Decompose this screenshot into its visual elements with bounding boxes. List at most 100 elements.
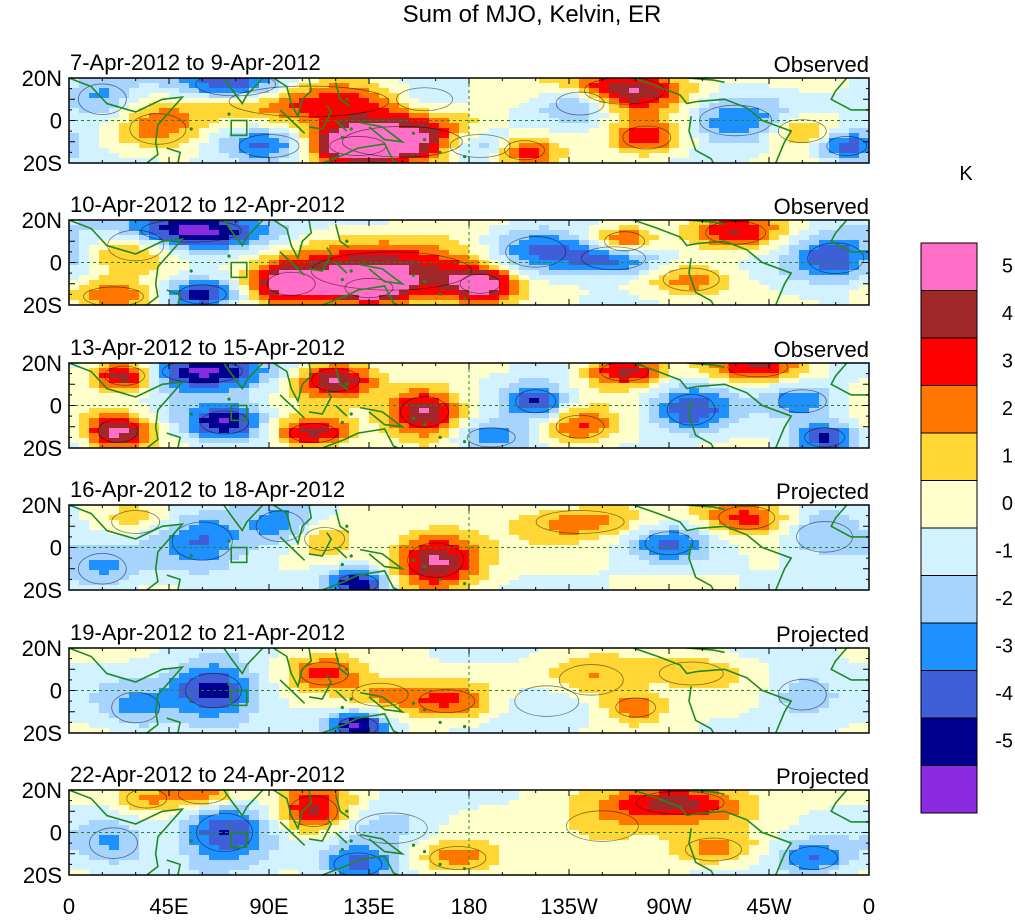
- coastline: [308, 675, 333, 700]
- contour: [584, 78, 665, 105]
- contour: [600, 363, 649, 382]
- panel-4: 20N 0 20S 16-Apr-2012 to 18-Apr-2012 Project…: [22, 477, 870, 603]
- island-dot: [462, 155, 467, 159]
- coastline: [633, 363, 699, 390]
- island-dot: [422, 708, 427, 712]
- contour: [89, 827, 138, 859]
- contour: [459, 273, 501, 294]
- colorbar-swatch: [920, 527, 978, 576]
- y-tick-label: 0: [50, 536, 62, 561]
- contour: [104, 365, 145, 386]
- colorbar-swatch: [920, 432, 978, 481]
- panel-status-label: Observed: [774, 337, 869, 362]
- coastline: [335, 404, 348, 417]
- coastline: [697, 383, 793, 448]
- island-dot: [345, 667, 349, 671]
- island-dot: [227, 112, 231, 116]
- contour: [604, 231, 645, 252]
- coastline: [688, 686, 715, 733]
- island-dot: [349, 839, 353, 843]
- contour: [161, 363, 243, 384]
- coastline: [830, 363, 869, 396]
- island-dot: [422, 850, 427, 854]
- island-dot: [227, 539, 231, 543]
- contour: [407, 542, 465, 578]
- coastline: [633, 648, 699, 675]
- colorbar-swatch: [920, 242, 978, 291]
- contour: [666, 394, 716, 426]
- y-tick-label: 20N: [22, 493, 62, 518]
- coastline: [195, 648, 264, 675]
- island-dot: [349, 697, 353, 701]
- coastline: [308, 247, 333, 272]
- coastline: [830, 505, 869, 538]
- contour: [718, 505, 776, 530]
- coastline: [69, 220, 185, 305]
- coastline: [633, 790, 699, 817]
- contour: [615, 697, 657, 718]
- coastline: [272, 363, 313, 404]
- coastline: [830, 790, 869, 823]
- contour: [341, 126, 463, 158]
- colorbar-label: -3: [995, 636, 1013, 658]
- colorbar-swatch: [920, 385, 978, 434]
- contour: [514, 685, 580, 717]
- coastline: [308, 390, 333, 415]
- contour: [658, 661, 724, 686]
- coastline-group: [69, 220, 869, 305]
- contour: [466, 427, 516, 448]
- island-dot: [340, 562, 344, 567]
- contour: [310, 251, 472, 291]
- contour: [555, 91, 605, 116]
- contour: [804, 427, 845, 448]
- colorbar-label: -2: [995, 588, 1013, 610]
- coastline: [334, 509, 350, 534]
- coastline: [697, 810, 793, 875]
- coastline: [272, 790, 313, 831]
- anomaly-field: [69, 78, 869, 163]
- island-dot: [345, 97, 349, 101]
- y-tick-label: 0: [50, 251, 62, 276]
- island-dot: [345, 382, 349, 386]
- coastline: [69, 505, 185, 590]
- x-tick-label: 90E: [249, 894, 288, 919]
- coastline: [322, 713, 399, 733]
- coastline: [308, 817, 333, 842]
- contour: [777, 389, 827, 414]
- colorbar-label: -1: [995, 541, 1013, 563]
- colorbar-label: -4: [995, 683, 1013, 705]
- contour: [418, 689, 476, 714]
- panel-date-label: 19-Apr-2012 to 21-Apr-2012: [70, 620, 345, 645]
- contour: [97, 419, 139, 443]
- contour: [126, 790, 168, 809]
- y-tick-label: 20N: [22, 351, 62, 376]
- contour: [581, 246, 646, 271]
- contour: [77, 83, 127, 115]
- coastline: [830, 78, 869, 111]
- panel-5: 20N 0 20S 19-Apr-2012 to 21-Apr-2012 Project…: [22, 620, 870, 746]
- panel-status-label: Projected: [776, 479, 869, 504]
- colorbar-swatch: [920, 717, 978, 766]
- x-tick-label: 135W: [540, 894, 598, 919]
- island-dot: [340, 135, 344, 140]
- coastline: [166, 859, 182, 875]
- coastline: [166, 717, 182, 733]
- contour: [515, 389, 557, 414]
- island-dot: [349, 554, 353, 558]
- y-tick-label: 0: [50, 109, 62, 134]
- coastline: [69, 363, 185, 448]
- y-tick-label: 20N: [22, 208, 62, 233]
- y-tick-label: 0: [50, 394, 62, 419]
- coastline: [69, 648, 185, 733]
- island-dot: [345, 809, 349, 813]
- coastline: [166, 147, 182, 163]
- y-tick-label: 20N: [22, 66, 62, 91]
- island-dot: [462, 297, 467, 301]
- x-tick-label: 0: [863, 894, 875, 919]
- island-dot: [411, 273, 416, 277]
- island-dot: [340, 847, 344, 852]
- island-dot: [422, 423, 427, 427]
- contour: [662, 267, 720, 292]
- contour: [344, 278, 394, 298]
